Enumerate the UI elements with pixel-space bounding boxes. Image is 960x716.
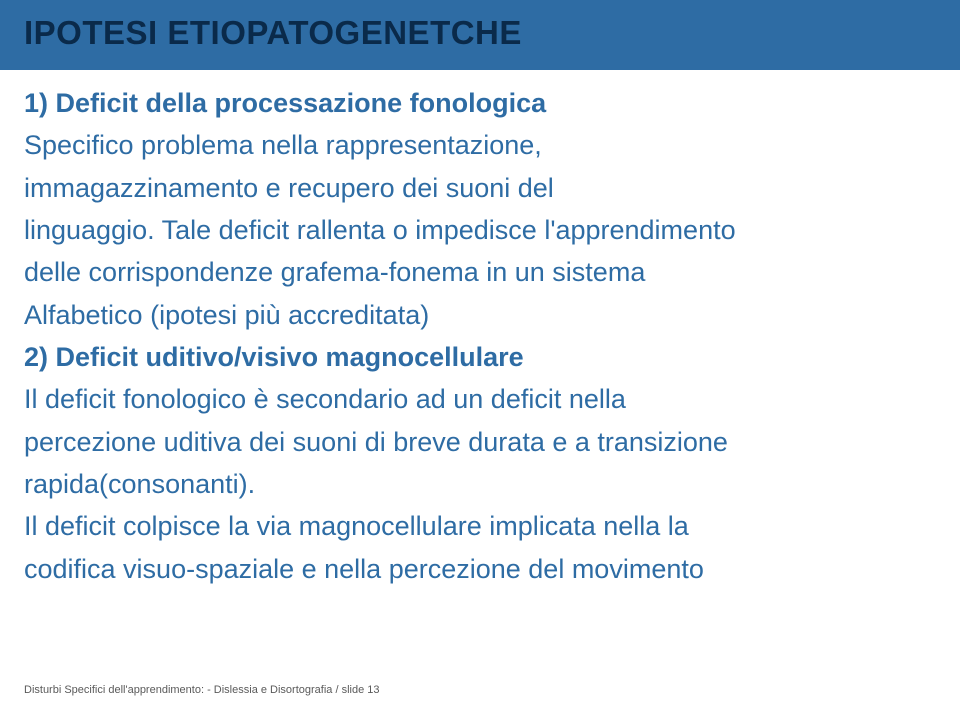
para2-line5: codifica visuo-spaziale e nella percezio… [24, 550, 912, 588]
para2-line3: rapida(consonanti). [24, 465, 912, 503]
para2-line1: Il deficit fonologico è secondario ad un… [24, 380, 912, 418]
para2-line4: Il deficit colpisce la via magnocellular… [24, 507, 912, 545]
para1-line5: Alfabetico (ipotesi più accreditata) [24, 296, 912, 334]
title-band: IPOTESI ETIOPATOGENETCHE [0, 0, 960, 70]
slide-footer: Disturbi Specifici dell'apprendimento: -… [24, 684, 380, 696]
para2-line2: percezione uditiva dei suoni di breve du… [24, 423, 912, 461]
heading-1: 1) Deficit della processazione fonologic… [24, 84, 912, 122]
para1-line3: linguaggio. Tale deficit rallenta o impe… [24, 211, 912, 249]
heading-2: 2) Deficit uditivo/visivo magnocellulare [24, 338, 912, 376]
para1-line1: Specifico problema nella rappresentazion… [24, 126, 912, 164]
para1-line4: delle corrispondenze grafema-fonema in u… [24, 253, 912, 291]
slide: IPOTESI ETIOPATOGENETCHE 1) Deficit dell… [0, 0, 960, 716]
footer-text: Disturbi Specifici dell'apprendimento: -… [24, 684, 332, 696]
slide-title: IPOTESI ETIOPATOGENETCHE [24, 14, 936, 52]
footer-slide-ref: / slide 13 [335, 684, 379, 696]
slide-content: 1) Deficit della processazione fonologic… [24, 84, 912, 592]
para1-line2: immagazzinamento e recupero dei suoni de… [24, 169, 912, 207]
